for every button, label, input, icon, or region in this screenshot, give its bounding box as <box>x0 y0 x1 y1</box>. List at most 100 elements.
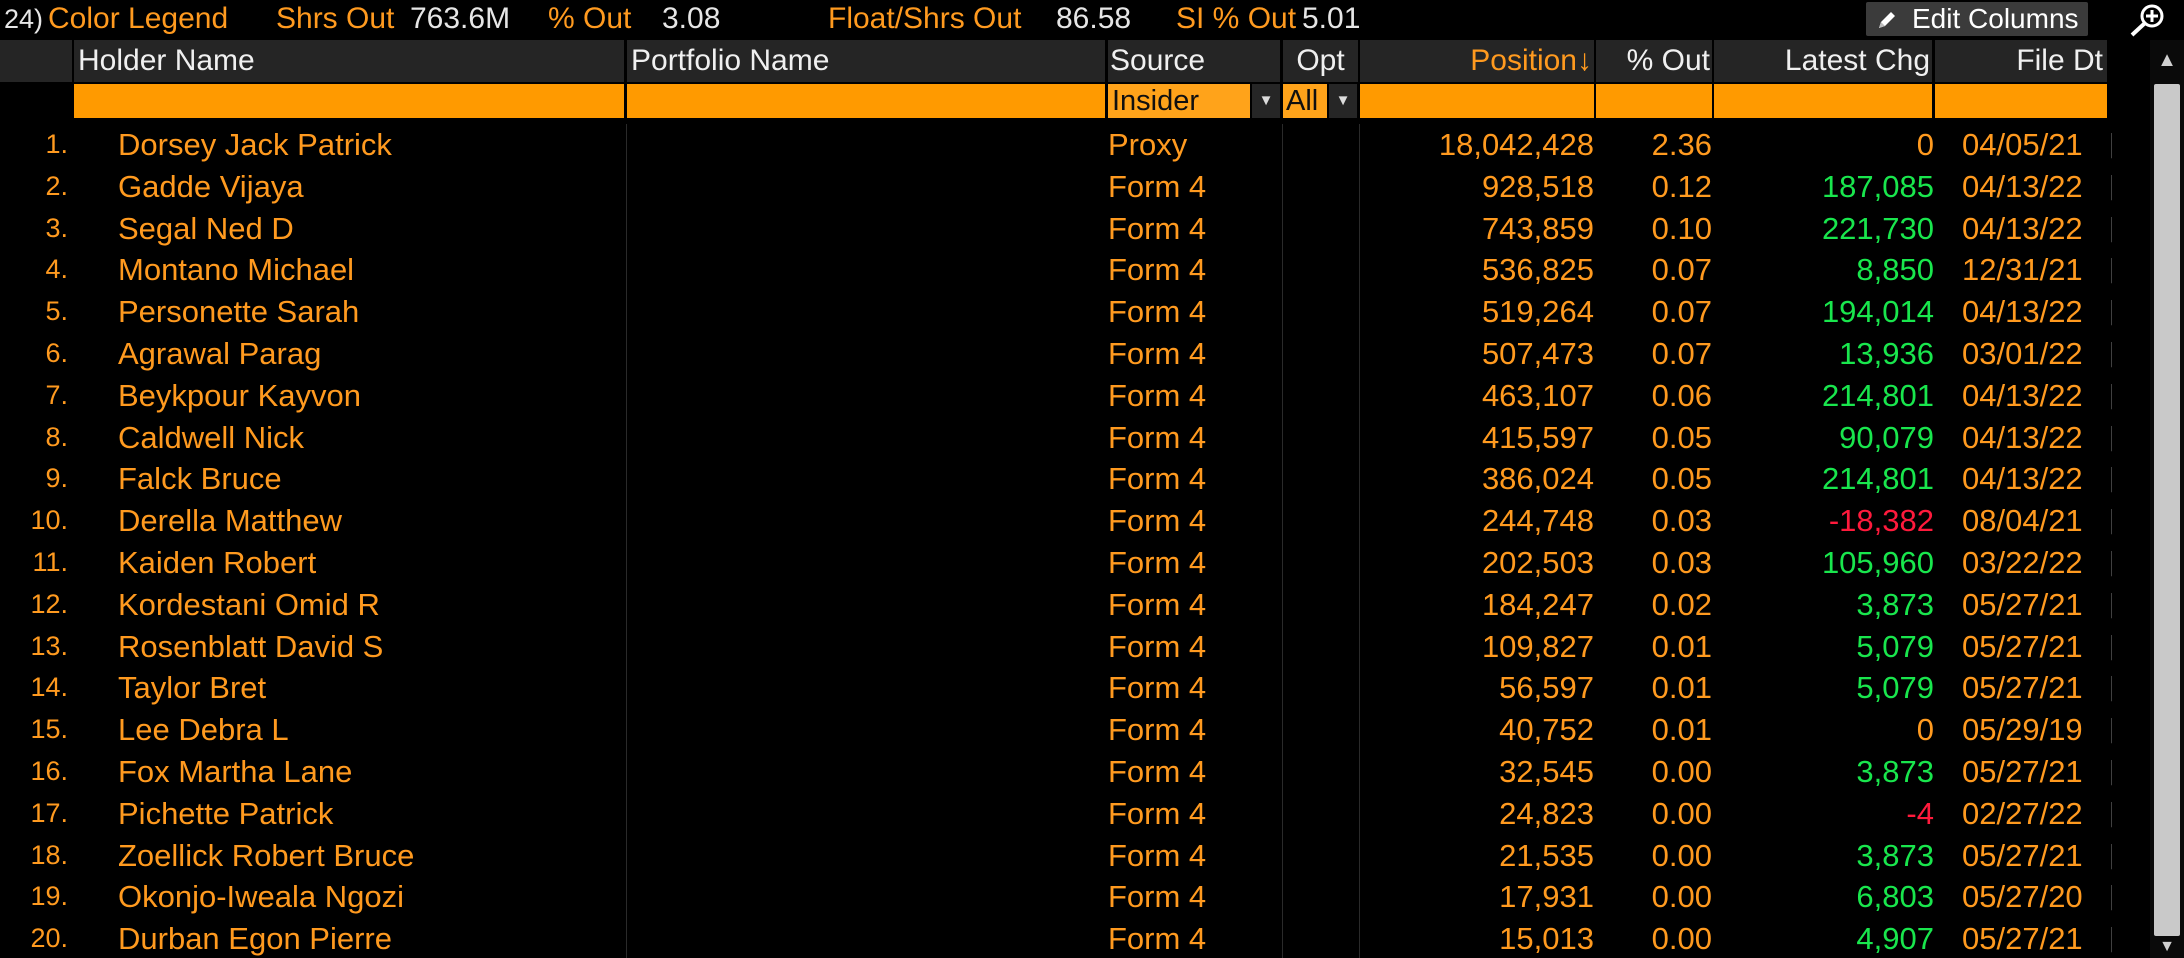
table-row[interactable]: 3. Segal Ned D Form 4 743,859 0.10 221,730 04/… <box>0 208 2112 250</box>
filter-position[interactable] <box>1360 84 1594 118</box>
filter-file-dt[interactable] <box>1935 84 2107 118</box>
legend-number: 24) <box>4 4 44 34</box>
filter-opt[interactable]: All ▼ <box>1283 84 1358 118</box>
row-index: 8. <box>45 421 68 452</box>
holder-name[interactable]: Caldwell Nick <box>118 419 305 455</box>
row-index: 11. <box>32 546 68 577</box>
chevron-down-icon[interactable]: ▼ <box>1252 84 1280 118</box>
table-row[interactable]: 11. Kaiden Robert Form 4 202,503 0.03 105,960… <box>0 542 2112 584</box>
table-row[interactable]: 13. Rosenblatt David S Form 4 109,827 0.01 5,… <box>0 626 2112 668</box>
holder-name[interactable]: Segal Ned D <box>118 210 294 246</box>
header-opt[interactable]: Opt <box>1283 40 1358 82</box>
shares-out-label: Shrs Out <box>276 2 395 35</box>
pencil-icon <box>1879 12 1895 28</box>
holder-name[interactable]: Dorsey Jack Patrick <box>118 127 392 162</box>
holder-name[interactable]: Taylor Bret <box>118 670 267 706</box>
holder-name[interactable]: Personette Sarah <box>118 294 360 330</box>
latest-change: 187,085 <box>1821 168 1934 204</box>
holder-name[interactable]: Fox Martha Lane <box>118 753 353 789</box>
filter-pct-out[interactable] <box>1596 84 1712 118</box>
row-index: 1. <box>45 129 68 159</box>
holder-name[interactable]: Pichette Patrick <box>118 795 334 831</box>
chart-icon[interactable] <box>2110 673 2112 703</box>
chart-icon[interactable] <box>2110 882 2112 912</box>
header-latest-chg[interactable]: Latest Chg <box>1714 40 1932 82</box>
table-row[interactable]: 1. Dorsey Jack Patrick Proxy 18,042,428 2.36… <box>0 124 2112 166</box>
header-holder-name[interactable]: Holder Name <box>74 40 624 82</box>
table-row[interactable]: 7. Beykpour Kayvon Form 4 463,107 0.06 214,80… <box>0 375 2112 417</box>
chart-icon[interactable] <box>2110 381 2112 411</box>
chart-icon[interactable] <box>2110 799 2112 829</box>
header-position[interactable]: Position↓ <box>1360 40 1594 82</box>
filter-latest-chg[interactable] <box>1714 84 1932 118</box>
chart-icon[interactable] <box>2110 715 2112 745</box>
holder-name[interactable]: Lee Debra L <box>118 712 289 748</box>
chart-icon[interactable] <box>2110 464 2112 494</box>
chevron-down-icon[interactable]: ▼ <box>1329 84 1357 118</box>
holder-name[interactable]: Zoellick Robert Bruce <box>118 837 415 873</box>
table-row[interactable]: 12. Kordestani Omid R Form 4 184,247 0.02 3,8… <box>0 584 2112 626</box>
table-row[interactable]: 5. Personette Sarah Form 4 519,264 0.07 194,0… <box>0 291 2112 333</box>
table-row[interactable]: 10. Derella Matthew Form 4 244,748 0.03 -18,3… <box>0 500 2112 542</box>
table-row[interactable]: 14. Taylor Bret Form 4 56,597 0.01 5,079 05/27… <box>0 667 2112 709</box>
holder-name[interactable]: Rosenblatt David S <box>118 628 384 664</box>
filter-source-value[interactable]: Insider <box>1108 84 1250 118</box>
holder-name[interactable]: Montano Michael <box>118 252 355 288</box>
holder-name[interactable]: Okonjo-Iweala Ngozi <box>118 879 405 915</box>
table-row[interactable]: 2. Gadde Vijaya Form 4 928,518 0.12 187,085 04… <box>0 166 2112 208</box>
table-row[interactable]: 18. Zoellick Robert Bruce Form 4 21,535 0.00… <box>0 835 2112 877</box>
table-row[interactable]: 16. Fox Martha Lane Form 4 32,545 0.00 3,873 0… <box>0 751 2112 793</box>
chart-icon[interactable] <box>2110 841 2112 871</box>
header-source[interactable]: Source <box>1108 40 1280 82</box>
chart-icon[interactable] <box>2110 506 2112 536</box>
table-row[interactable]: 6. Agrawal Parag Form 4 507,473 0.07 13,936 03… <box>0 333 2112 375</box>
header-portfolio-name[interactable]: Portfolio Name <box>627 40 1105 82</box>
scroll-up-icon[interactable]: ▲ <box>2157 49 2177 71</box>
vertical-scrollbar[interactable]: ▲ ▼ <box>2150 40 2184 958</box>
table-row[interactable]: 9. Falck Bruce Form 4 386,024 0.05 214,801 04/… <box>0 458 2112 500</box>
filter-source[interactable]: Insider ▼ <box>1108 84 1280 118</box>
chart-icon[interactable] <box>2110 255 2112 285</box>
chart-icon[interactable] <box>2110 590 2112 620</box>
holder-name[interactable]: Kaiden Robert <box>118 544 317 580</box>
table-row[interactable]: 8. Caldwell Nick Form 4 415,597 0.05 90,079 04… <box>0 417 2112 459</box>
row-index: 13. <box>30 630 68 661</box>
color-legend-link[interactable]: Color Legend <box>48 2 229 35</box>
chart-icon[interactable] <box>2110 757 2112 787</box>
chart-icon[interactable] <box>2110 339 2112 369</box>
header-pct-out[interactable]: % Out <box>1596 40 1712 82</box>
filter-portfolio-name[interactable] <box>627 84 1105 118</box>
table-row[interactable]: 17. Pichette Patrick Form 4 24,823 0.00 -4 02/… <box>0 793 2112 835</box>
chart-icon[interactable] <box>2110 548 2112 578</box>
holder-name[interactable]: Agrawal Parag <box>118 335 322 371</box>
chart-icon[interactable] <box>2110 423 2112 453</box>
chart-icon[interactable] <box>2110 214 2112 244</box>
chart-icon[interactable] <box>2110 172 2112 202</box>
filter-opt-value[interactable]: All <box>1283 84 1327 118</box>
header-index <box>0 40 72 82</box>
holder-name[interactable]: Durban Egon Pierre <box>118 921 392 957</box>
chart-icon[interactable] <box>2110 130 2112 160</box>
holder-name[interactable]: Derella Matthew <box>118 503 342 539</box>
scrollbar-thumb[interactable] <box>2154 84 2180 936</box>
holder-name[interactable]: Kordestani Omid R <box>118 586 380 622</box>
zoom-in-icon[interactable] <box>2126 2 2168 38</box>
header-file-dt[interactable]: File Dt <box>1935 40 2107 82</box>
source: Form 4 <box>1108 628 1207 664</box>
table-row[interactable]: 19. Okonjo-Iweala Ngozi Form 4 17,931 0.00 6,… <box>0 876 2112 918</box>
table-row[interactable]: 15. Lee Debra L Form 4 40,752 0.01 0 05/29/19 <box>0 709 2112 751</box>
holder-name[interactable]: Beykpour Kayvon <box>118 377 361 413</box>
holder-name[interactable]: Falck Bruce <box>118 461 282 497</box>
chart-icon[interactable] <box>2110 297 2112 327</box>
row-index: 15. <box>30 714 68 745</box>
file-date: 05/27/21 <box>1962 753 2083 789</box>
chart-icon[interactable] <box>2110 632 2112 662</box>
edit-columns-button[interactable]: Edit Columns <box>1866 2 2088 36</box>
scroll-down-icon[interactable]: ▼ <box>2159 938 2175 955</box>
table-row[interactable]: 4. Montano Michael Form 4 536,825 0.07 8,850 1… <box>0 249 2112 291</box>
latest-change: 5,079 <box>1856 670 1934 706</box>
table-row[interactable]: 20. Durban Egon Pierre Form 4 15,013 0.00 4,9… <box>0 918 2112 958</box>
chart-icon[interactable] <box>2110 924 2112 954</box>
filter-holder-name[interactable] <box>74 84 624 118</box>
holder-name[interactable]: Gadde Vijaya <box>118 168 304 204</box>
